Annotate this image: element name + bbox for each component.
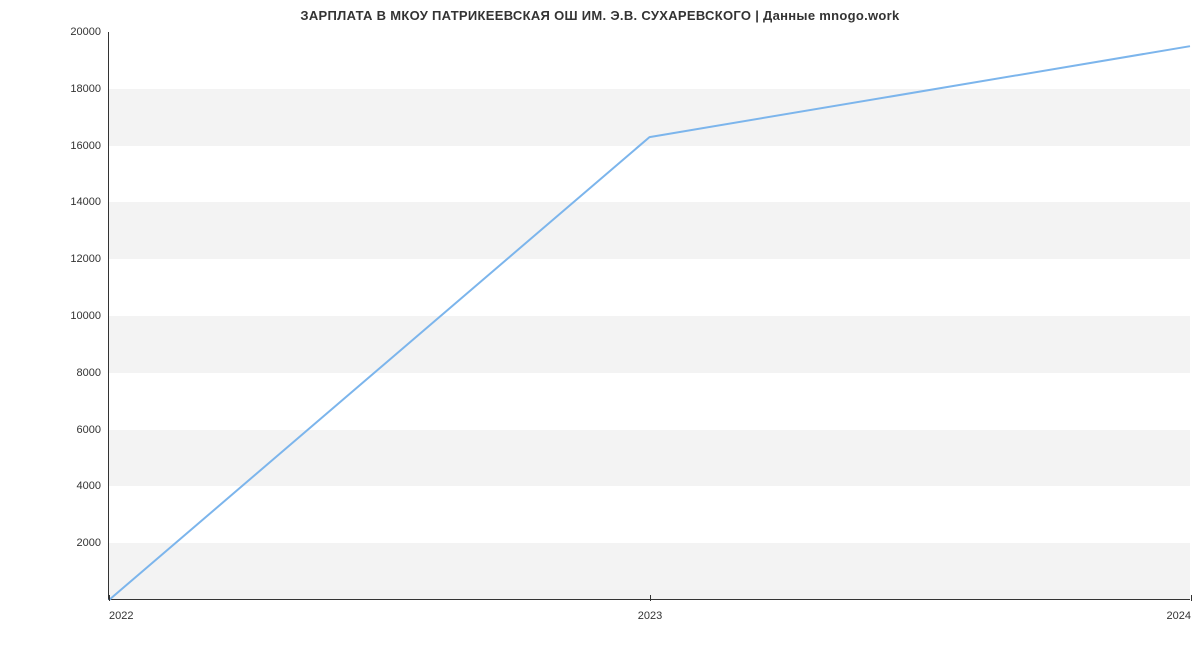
y-tick-label: 10000 [70, 310, 101, 322]
y-tick-label: 6000 [77, 424, 101, 436]
x-tick [109, 595, 110, 601]
series-line-salary [109, 46, 1190, 600]
x-tick [650, 595, 651, 601]
salary-line-chart: ЗАРПЛАТА В МКОУ ПАТРИКЕЕВСКАЯ ОШ ИМ. Э.В… [0, 0, 1200, 650]
y-tick-label: 18000 [70, 83, 101, 95]
data-line [109, 32, 1190, 600]
y-tick-label: 14000 [70, 196, 101, 208]
plot-area: 2000400060008000100001200014000160001800… [108, 32, 1190, 600]
x-tick-label: 2022 [109, 610, 133, 622]
x-tick [1191, 595, 1192, 601]
y-tick-label: 8000 [77, 367, 101, 379]
x-tick-label: 2024 [1167, 610, 1191, 622]
x-tick-label: 2023 [638, 610, 662, 622]
y-tick-label: 20000 [70, 26, 101, 38]
y-tick-label: 2000 [77, 537, 101, 549]
y-tick-label: 16000 [70, 140, 101, 152]
y-tick-label: 12000 [70, 253, 101, 265]
chart-title: ЗАРПЛАТА В МКОУ ПАТРИКЕЕВСКАЯ ОШ ИМ. Э.В… [0, 0, 1200, 23]
y-tick-label: 4000 [77, 480, 101, 492]
